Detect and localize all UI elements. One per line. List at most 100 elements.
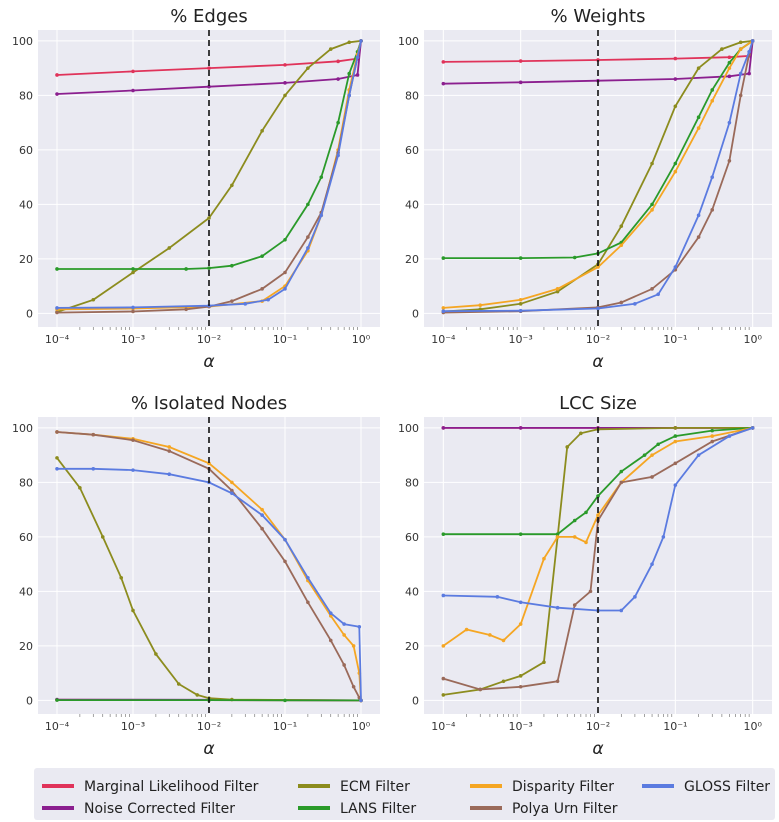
data-point	[518, 622, 523, 626]
data-point	[260, 129, 264, 133]
chart-panel-3: % Isolated Nodes 0 20 40 60 80 100 10⁻⁴ 10⁻³ 10⁻²…	[12, 393, 380, 759]
data-point	[283, 287, 287, 291]
y-tick-label: 40	[405, 585, 419, 598]
legend: Marginal Likelihood Filter Noise Correcte…	[34, 768, 775, 820]
data-point	[596, 306, 600, 311]
y-tick-label: 0	[26, 307, 33, 320]
data-point	[579, 431, 583, 436]
x-axis-label: α	[592, 352, 603, 372]
x-tick-label: 10⁻³	[121, 720, 145, 733]
x-axis-label: α	[592, 739, 603, 759]
data-point	[355, 55, 360, 60]
data-point	[633, 302, 637, 306]
data-point	[131, 270, 135, 275]
x-tick-label: 10⁻³	[121, 333, 145, 346]
data-point	[555, 532, 560, 536]
data-point	[673, 434, 678, 438]
x-tick-label: 10⁻³	[509, 333, 533, 346]
data-point	[230, 299, 234, 303]
data-point	[131, 267, 135, 271]
data-point	[588, 589, 593, 594]
data-point	[738, 47, 743, 51]
data-point	[131, 438, 135, 442]
data-point	[319, 213, 324, 218]
y-tick-label: 80	[405, 89, 419, 102]
data-point	[673, 104, 678, 109]
series-line	[443, 427, 753, 691]
y-tick-label: 0	[412, 307, 419, 320]
x-tick-label: 10⁻³	[509, 720, 533, 733]
data-point	[207, 84, 211, 89]
data-point	[710, 88, 715, 92]
data-point	[572, 603, 577, 607]
x-tick-label: 10⁰	[352, 720, 371, 733]
legend-label: ECM Filter	[340, 779, 410, 795]
data-point	[78, 486, 82, 490]
data-point	[518, 600, 523, 605]
data-point	[355, 73, 360, 77]
data-point	[359, 39, 363, 43]
data-point	[207, 216, 211, 220]
data-point	[283, 698, 287, 703]
y-tick-label: 0	[26, 694, 33, 707]
y-tick-label: 100	[398, 422, 419, 435]
data-point	[441, 256, 446, 260]
data-point	[642, 453, 647, 457]
legend-label: Marginal Likelihood Filter	[84, 779, 259, 795]
y-tick-label: 80	[19, 476, 33, 489]
data-point	[596, 494, 600, 498]
data-point	[55, 73, 59, 77]
data-point	[488, 633, 492, 637]
y-tick-label: 100	[398, 35, 419, 48]
data-point	[91, 432, 96, 437]
x-tick-label: 10⁻¹	[663, 333, 687, 346]
series-line	[56, 40, 362, 309]
data-point	[673, 169, 678, 174]
data-point	[119, 575, 124, 580]
y-tick-label: 60	[19, 531, 33, 544]
data-point	[478, 687, 483, 692]
data-point	[619, 224, 624, 228]
panel-title: LCC Size	[559, 393, 637, 414]
y-tick-label: 60	[19, 144, 33, 157]
data-point	[441, 426, 446, 430]
data-point	[207, 461, 211, 466]
data-point	[572, 255, 577, 260]
data-point	[518, 302, 523, 306]
data-point	[347, 71, 352, 76]
data-point	[727, 74, 732, 79]
data-point	[478, 303, 483, 308]
data-point	[207, 266, 211, 270]
data-point	[441, 81, 446, 86]
y-tick-label: 20	[19, 640, 33, 653]
data-point	[441, 593, 446, 598]
data-point	[710, 434, 715, 438]
data-point	[441, 532, 446, 536]
data-point	[328, 638, 333, 643]
data-point	[55, 306, 59, 310]
data-point	[230, 480, 234, 485]
data-point	[55, 267, 59, 271]
data-point	[650, 475, 654, 479]
data-point	[710, 208, 715, 212]
data-point	[283, 81, 287, 85]
data-point	[336, 59, 340, 64]
data-point	[596, 513, 600, 517]
data-point	[195, 693, 200, 697]
legend-label: GLOSS Filter	[684, 779, 770, 795]
panel-title: % Isolated Nodes	[131, 393, 287, 414]
data-point	[518, 426, 523, 430]
data-point	[696, 126, 701, 130]
legend-label: Polya Urn Filter	[512, 801, 618, 817]
data-point	[518, 674, 523, 678]
y-tick-label: 40	[405, 198, 419, 211]
data-point	[542, 660, 546, 665]
data-point	[673, 483, 678, 487]
data-point	[347, 40, 352, 45]
series-line	[443, 40, 753, 313]
data-point	[518, 532, 523, 536]
data-point	[283, 537, 287, 542]
data-point	[518, 684, 523, 689]
data-point	[319, 175, 324, 179]
y-tick-label: 60	[405, 531, 419, 544]
